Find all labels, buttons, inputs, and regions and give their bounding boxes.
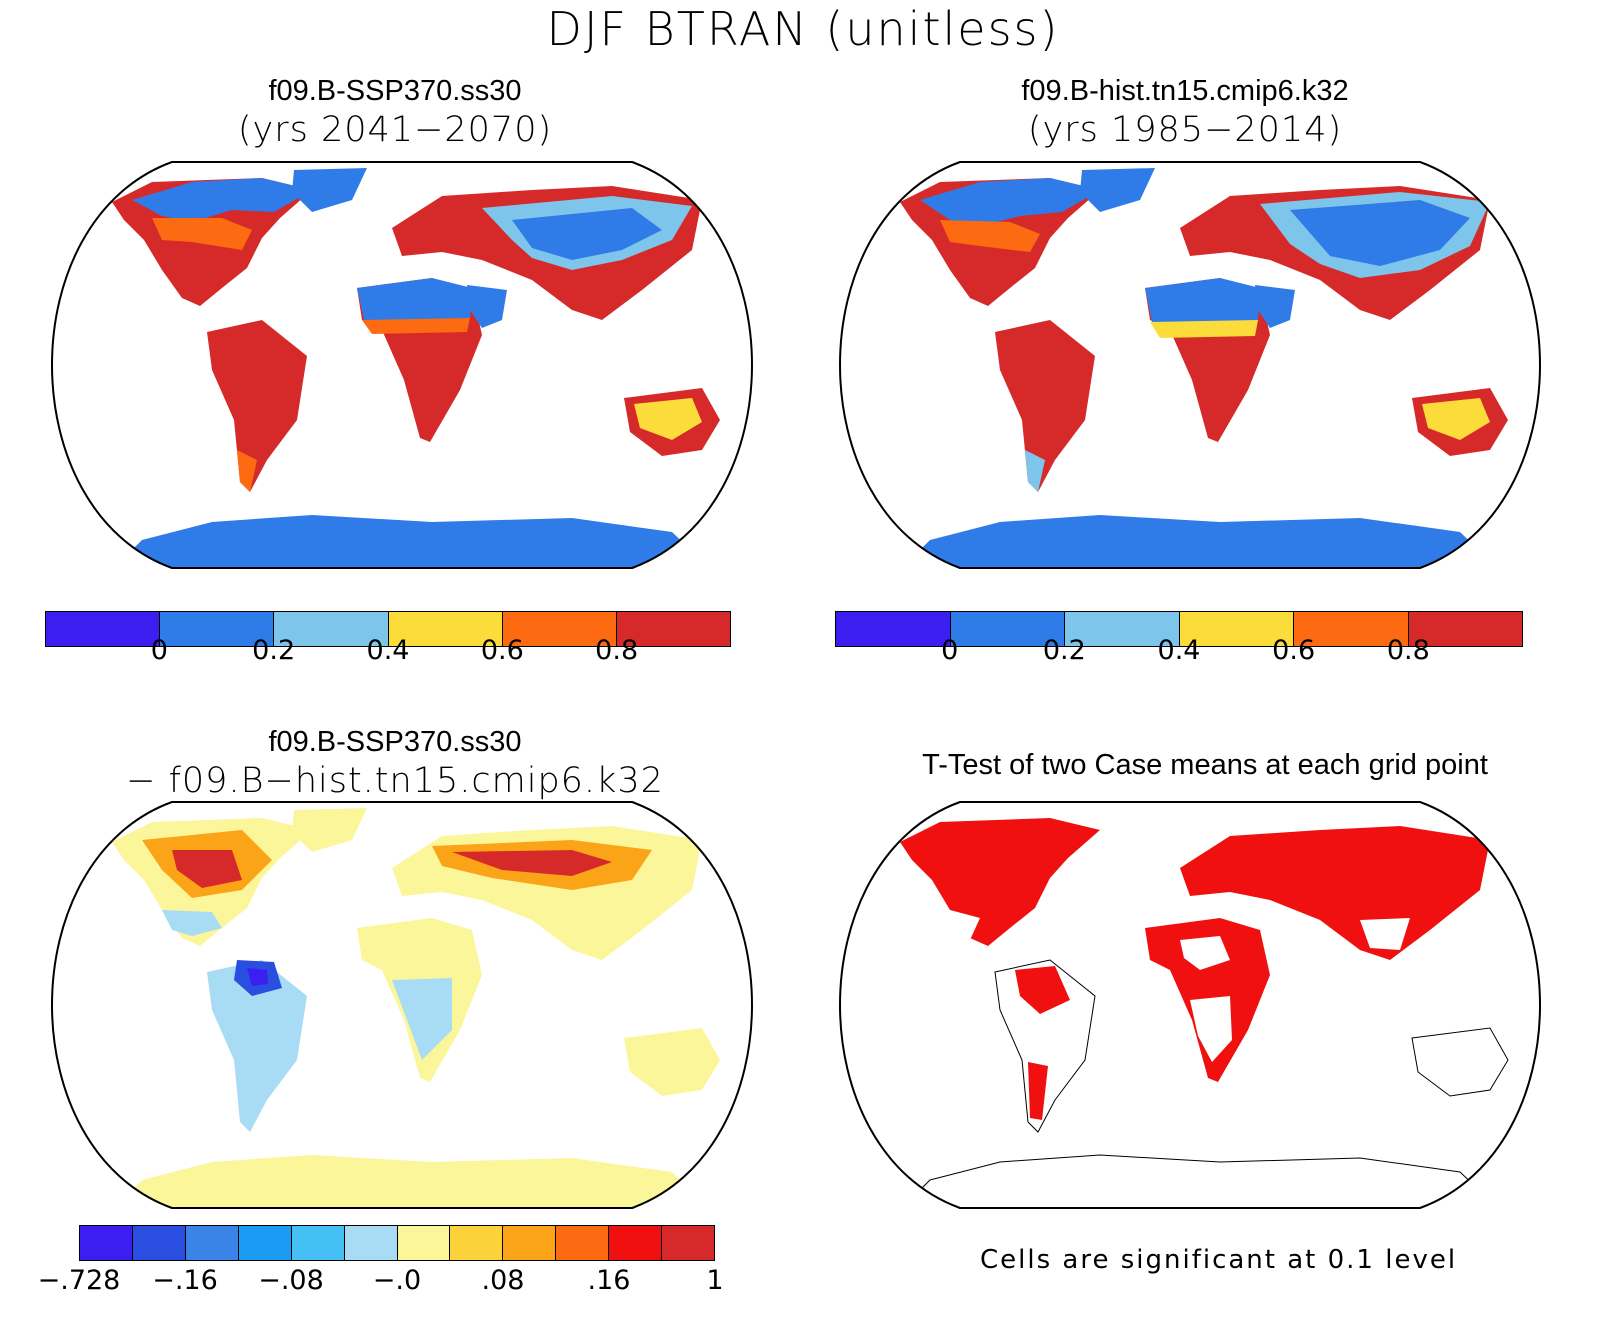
colorbar-cell: [344, 1226, 398, 1260]
colorbar-tick-label: 0.4: [366, 635, 410, 666]
colorbar-future: [45, 611, 731, 647]
colorbar-cell: [238, 1226, 292, 1260]
colorbar-tick-label: −.08: [258, 1265, 324, 1296]
colorbar-tick-label: −.0: [372, 1265, 422, 1296]
colorbar-tick-label: 0: [941, 635, 959, 666]
colorbar-cell: [80, 1226, 133, 1260]
panel-2-subtitle: (yrs 1985−2014): [1027, 110, 1343, 150]
colorbar-tick-label: 0.6: [480, 635, 524, 666]
panel-3-title: f09.B-SSP370.ss30: [268, 726, 522, 758]
colorbar-cell: [616, 612, 731, 646]
colorbar-cell: [388, 612, 503, 646]
colorbar-tick-label: −.728: [37, 1265, 121, 1296]
colorbar-cell: [662, 1226, 715, 1260]
colorbar-cell: [502, 612, 617, 646]
colorbar-cell: [274, 612, 389, 646]
colorbar-cell: [836, 612, 951, 646]
map-difference: [51, 801, 753, 1209]
colorbar-tick-label: .08: [481, 1265, 525, 1296]
colorbar-cell: [1065, 612, 1180, 646]
panel-4-title-block: T-Test of two Case means at each grid po…: [825, 747, 1585, 783]
panel-2-title: f09.B-hist.tn15.cmip6.k32: [1021, 75, 1349, 107]
panel-3-subtitle: − f09.B−hist.tn15.cmip6.k32: [126, 761, 664, 801]
panel-1-subtitle: (yrs 2041−2070): [237, 110, 553, 150]
colorbar-cell: [609, 1226, 663, 1260]
colorbar-cell: [160, 612, 275, 646]
colorbar-cell: [1294, 612, 1409, 646]
colorbar-cell: [185, 1226, 239, 1260]
map-future: [51, 161, 753, 569]
panel-1-title: f09.B-SSP370.ss30: [268, 75, 522, 107]
colorbar-cell: [46, 612, 161, 646]
colorbar-cell: [450, 1226, 504, 1260]
colorbar-tick-label: 0.4: [1157, 635, 1201, 666]
colorbar-tick-label: 0.8: [1386, 635, 1430, 666]
colorbar-cell: [1179, 612, 1294, 646]
map-ttest: [839, 801, 1541, 1209]
panel-4-title: T-Test of two Case means at each grid po…: [922, 749, 1488, 781]
colorbar-tick-label: 0.6: [1272, 635, 1316, 666]
colorbar-cell: [291, 1226, 345, 1260]
colorbar-cell: [950, 612, 1065, 646]
figure-title: DJF BTRAN (unitless): [546, 2, 1060, 56]
colorbar-cell: [132, 1226, 186, 1260]
colorbar-tick-label: 1: [706, 1265, 724, 1296]
panel-1-title-block: f09.B-SSP370.ss30 (yrs 2041−2070): [15, 73, 775, 151]
colorbar-cell: [556, 1226, 610, 1260]
colorbar-tick-label: 0.8: [595, 635, 639, 666]
panel-2-title-block: f09.B-hist.tn15.cmip6.k32 (yrs 1985−2014…: [805, 73, 1565, 151]
ttest-significance-note: Cells are significant at 0.1 level: [980, 1245, 1458, 1275]
panel-3-title-block: f09.B-SSP370.ss30 − f09.B−hist.tn15.cmip…: [15, 724, 775, 802]
colorbar-tick-label: 0.2: [1042, 635, 1086, 666]
colorbar-tick-label: −.16: [152, 1265, 218, 1296]
colorbar-historical: [835, 611, 1523, 647]
colorbar-tick-label: 0: [150, 635, 168, 666]
colorbar-difference: [79, 1225, 715, 1261]
colorbar-cell: [397, 1226, 451, 1260]
colorbar-cell: [1408, 612, 1522, 646]
colorbar-cell: [503, 1226, 557, 1260]
map-historical: [839, 161, 1541, 569]
colorbar-tick-label: .16: [587, 1265, 631, 1296]
colorbar-tick-label: 0.2: [252, 635, 296, 666]
